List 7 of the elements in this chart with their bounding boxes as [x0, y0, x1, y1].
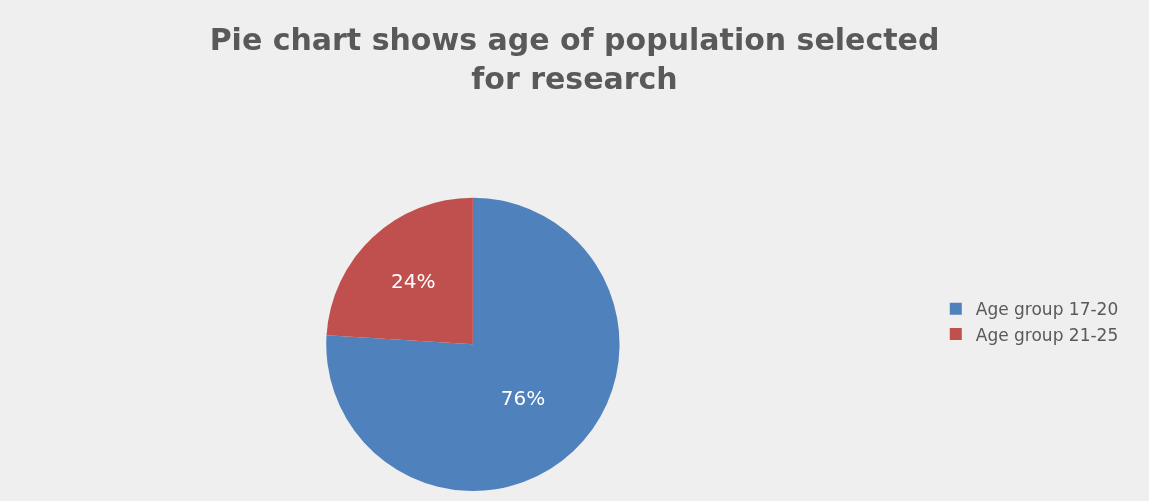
chart-title: Pie chart shows age of population selected for research [209, 22, 940, 97]
legend-label: Age group 21-25 [975, 324, 1119, 345]
pie-slice [326, 197, 473, 345]
legend-label: Age group 17-20 [975, 299, 1119, 320]
data-label: 76% [500, 385, 546, 410]
pie-slice [326, 197, 620, 491]
data-label: 24% [391, 268, 436, 293]
